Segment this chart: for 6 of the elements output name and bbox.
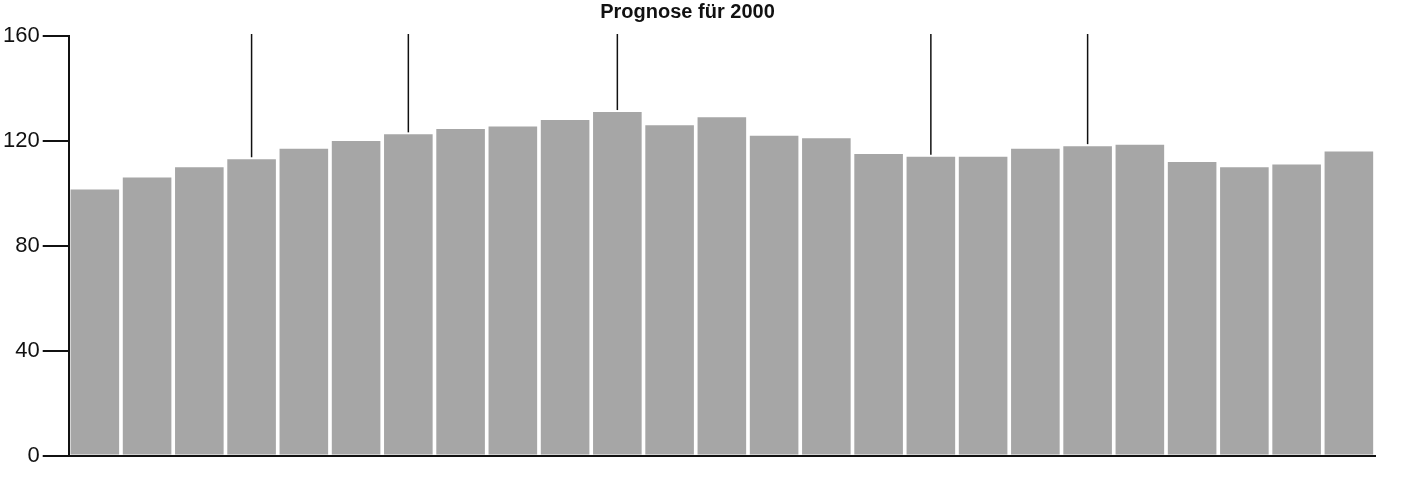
y-tick-label: 120 xyxy=(2,126,40,152)
y-tick-label: 160 xyxy=(2,22,40,48)
y-tick-label: 0 xyxy=(27,441,40,467)
y-tick-label: 40 xyxy=(15,336,40,362)
chart-title: Prognose für 2000 xyxy=(600,0,775,22)
y-tick-label: 80 xyxy=(15,231,40,257)
